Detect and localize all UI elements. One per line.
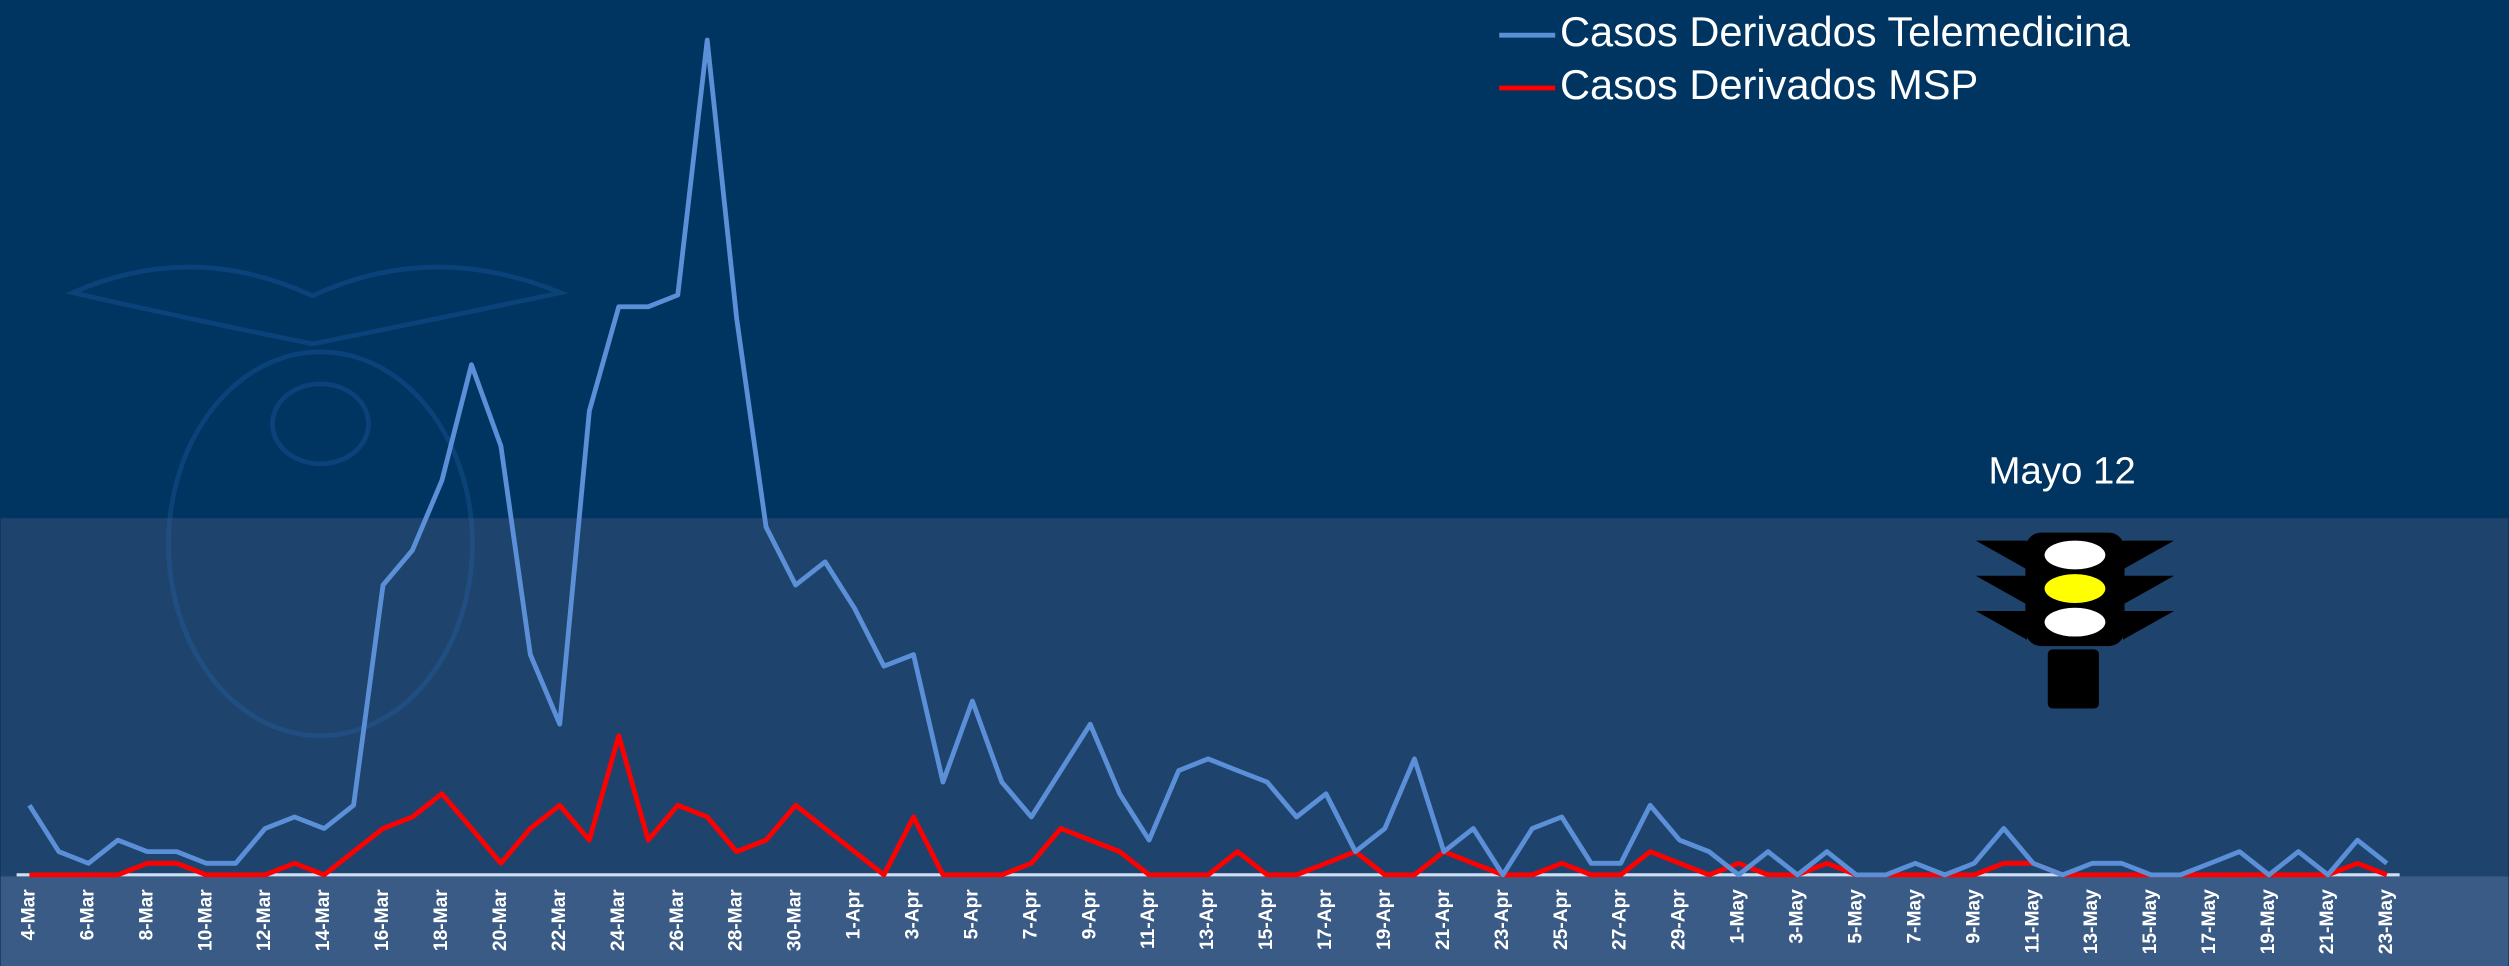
x-tick-label: 9-May bbox=[1963, 889, 1984, 944]
x-tick-label: 17-May bbox=[2199, 889, 2220, 954]
x-tick-label: 13-May bbox=[2081, 889, 2102, 954]
x-tick-label: 21-May bbox=[2317, 889, 2338, 954]
x-tick-label: 13-Apr bbox=[1197, 889, 1218, 950]
x-tick-label: 26-Mar bbox=[667, 889, 688, 951]
x-tick-label: 11-Apr bbox=[1138, 889, 1159, 949]
annotation: Mayo 12 bbox=[1989, 450, 2136, 493]
x-tick-label: 11-May bbox=[2022, 889, 2043, 953]
x-tick-label: 4-Mar bbox=[18, 889, 39, 941]
x-tick-label: 23-Apr bbox=[1492, 889, 1513, 950]
x-tick-label: 16-Mar bbox=[372, 889, 393, 951]
x-tick-label: 22-Mar bbox=[549, 889, 570, 951]
x-tick-label: 21-Apr bbox=[1433, 889, 1454, 950]
x-tick-label: 24-Mar bbox=[608, 889, 629, 951]
background-middle bbox=[0, 518, 2509, 877]
x-tick-label: 12-Mar bbox=[254, 889, 275, 951]
x-tick-label: 3-May bbox=[1787, 889, 1808, 944]
label-band bbox=[0, 876, 2509, 966]
traffic-light bbox=[1975, 532, 2175, 709]
x-tick-label: 28-Mar bbox=[726, 889, 747, 951]
x-tick-label: 5-May bbox=[1845, 889, 1866, 944]
x-tick-label: 10-Mar bbox=[195, 889, 216, 951]
legend-label: Casos Derivados MSP bbox=[1560, 61, 1978, 108]
x-tick-label: 25-Apr bbox=[1551, 889, 1572, 950]
x-tick-label: 17-Apr bbox=[1315, 889, 1336, 950]
legend-label: Casos Derivados Telemedicina bbox=[1560, 8, 2131, 55]
x-tick-label: 7-Apr bbox=[1020, 889, 1041, 940]
x-tick-label: 18-Mar bbox=[431, 889, 452, 951]
background-top bbox=[0, 0, 2509, 519]
x-tick-label: 30-Mar bbox=[785, 889, 806, 951]
x-tick-label: 6-Mar bbox=[77, 889, 98, 941]
x-tick-label: 14-Mar bbox=[313, 889, 334, 951]
x-tick-label: 20-Mar bbox=[490, 889, 511, 951]
x-tick-label: 7-May bbox=[1904, 889, 1925, 944]
x-tick-label: 1-May bbox=[1728, 889, 1749, 944]
emblem bbox=[64, 264, 569, 739]
x-tick-label: 3-Apr bbox=[903, 889, 924, 940]
x-tick-label: 1-Apr bbox=[844, 889, 865, 940]
x-tick-label: 15-Apr bbox=[1256, 889, 1277, 950]
x-tick-label: 9-Apr bbox=[1079, 889, 1100, 940]
x-tick-label: 19-Apr bbox=[1374, 889, 1395, 950]
x-tick-label: 23-May bbox=[2376, 889, 2397, 954]
x-tick-label: 19-May bbox=[2258, 889, 2279, 954]
x-tick-label: 15-May bbox=[2140, 889, 2161, 954]
x-tick-label: 27-Apr bbox=[1610, 889, 1631, 950]
x-tick-label: 8-Mar bbox=[136, 889, 157, 941]
series-line bbox=[29, 733, 2388, 878]
x-tick-label: 5-Apr bbox=[961, 889, 982, 940]
x-tick-label: 29-Apr bbox=[1669, 889, 1690, 950]
series-line bbox=[27, 37, 2389, 878]
